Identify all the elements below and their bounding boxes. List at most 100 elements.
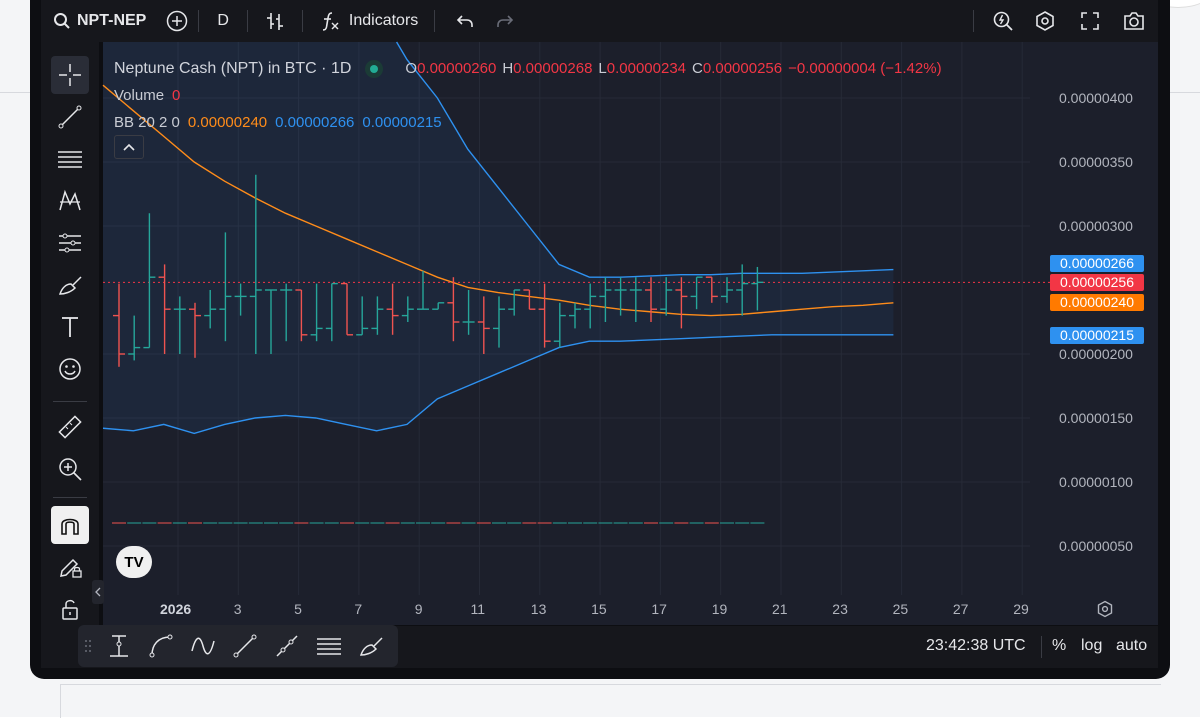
symbol-legend-row[interactable]: Neptune Cash (NPT) in BTC · 1D O 0.000002…: [114, 55, 942, 82]
axis-settings-button[interactable]: [1096, 600, 1114, 618]
lock-all-tool[interactable]: [51, 590, 89, 628]
gear-icon: [1097, 600, 1113, 618]
log-toggle[interactable]: log: [1081, 637, 1103, 654]
brush-icon: [359, 637, 383, 656]
last-price-tag: 0.00000256: [1050, 274, 1144, 291]
brush-tool-bottom[interactable]: [350, 625, 392, 667]
interval-label: D: [217, 12, 229, 29]
grip-icon: [85, 640, 91, 652]
bar-chart-icon: [266, 13, 283, 30]
ruler-icon: [58, 415, 82, 439]
bb-label: BB 20 2 0: [114, 114, 180, 131]
toolbar-divider: [198, 10, 200, 32]
brush-icon: [58, 276, 82, 295]
symbol-search[interactable]: NPT-NEP: [41, 0, 146, 42]
crosshair-tool[interactable]: [51, 56, 89, 94]
price-tick-label: 0.00000350: [1059, 154, 1133, 170]
crosshair-icon: [59, 64, 81, 86]
volume-legend-row[interactable]: Volume 0: [114, 82, 942, 109]
bb-lower-value: 0.00000215: [362, 114, 442, 131]
auto-toggle[interactable]: auto: [1116, 637, 1148, 654]
drag-handle[interactable]: [78, 625, 98, 667]
bb-legend-row[interactable]: BB 20 2 0 0.00000240 0.00000266 0.000002…: [114, 109, 942, 136]
compare-button[interactable]: [166, 0, 188, 42]
chart-legend: Neptune Cash (NPT) in BTC · 1D O 0.000002…: [114, 55, 942, 136]
top-toolbar: NPT-NEP D Indicators: [41, 0, 1158, 42]
time-tick-label: 5: [294, 601, 302, 617]
trend-line-tool[interactable]: [51, 98, 89, 136]
pattern-icon: [59, 189, 81, 211]
emoji-tool[interactable]: [51, 350, 89, 388]
price-tick-label: 0.00000150: [1059, 410, 1133, 426]
text-tool[interactable]: [51, 308, 89, 346]
sine-tool[interactable]: [182, 625, 224, 667]
smiley-icon: [59, 358, 81, 380]
fib-retracement-icon: [58, 151, 82, 168]
brush-tool[interactable]: [51, 266, 89, 304]
price-range-tool[interactable]: [98, 625, 140, 667]
undo-button[interactable]: [445, 0, 485, 42]
time-tick-label: 23: [832, 601, 848, 617]
open-label: O: [405, 60, 418, 77]
close-label: C: [692, 60, 703, 77]
add-circle-icon: [167, 10, 188, 32]
bb-upper-price-tag: 0.00000266: [1050, 255, 1144, 272]
tradingview-logo[interactable]: TV: [116, 546, 152, 578]
bb-upper-value: 0.00000266: [275, 114, 355, 131]
line-tool[interactable]: [224, 625, 266, 667]
time-tick-label: 2026: [160, 601, 192, 617]
toolbar-divider: [301, 10, 303, 32]
time-tick-label: 9: [414, 601, 423, 617]
quick-search-button[interactable]: [984, 0, 1022, 42]
price-tick-label: 0.00000050: [1059, 538, 1133, 554]
toolbar-collapse-button[interactable]: [92, 580, 104, 604]
chart-type-button[interactable]: [258, 0, 292, 42]
legend-collapse-button[interactable]: [114, 135, 144, 159]
high-label: H: [502, 60, 514, 77]
curve-tool[interactable]: [140, 625, 182, 667]
high-value: 0.00000268: [513, 60, 593, 77]
magnet-icon: [61, 518, 79, 535]
bb-basis-value: 0.00000240: [187, 114, 268, 131]
redo-button[interactable]: [485, 0, 525, 42]
settings-button[interactable]: [1022, 0, 1068, 42]
toolbar-divider: [53, 497, 87, 498]
percent-toggle[interactable]: %: [1052, 637, 1067, 654]
measure-tool[interactable]: [51, 408, 89, 446]
lock-drawing-tool[interactable]: [51, 548, 89, 586]
toolbar-divider: [53, 401, 87, 402]
change-value: −0.00000004 (−1.42%): [788, 60, 942, 77]
function-icon: [322, 12, 339, 31]
indicators-button[interactable]: Indicators: [313, 0, 424, 42]
time-tick-label: 21: [772, 601, 788, 617]
zoom-tool[interactable]: [51, 450, 89, 488]
time-tick-label: 29: [1013, 601, 1029, 617]
toolbar-divider: [246, 10, 248, 32]
low-value: 0.00000234: [606, 60, 687, 77]
price-tick-label: 0.00000100: [1059, 474, 1133, 490]
fib-tool-bottom[interactable]: [308, 625, 350, 667]
forecast-tool[interactable]: [51, 224, 89, 262]
pattern-tool[interactable]: [51, 182, 89, 220]
screenshot-button[interactable]: [1112, 0, 1158, 42]
bb-lower-price-tag: 0.00000215: [1050, 327, 1144, 344]
series-title[interactable]: Neptune Cash (NPT) in BTC · 1D: [114, 59, 352, 77]
interval-button[interactable]: D: [209, 0, 237, 42]
toolbar-divider: [434, 10, 436, 32]
trend-line-icon: [233, 634, 257, 658]
symbol-label: NPT-NEP: [77, 12, 147, 29]
drawing-toolbar: [41, 42, 99, 668]
text-icon: [62, 317, 78, 337]
bb-basis-price-tag: 0.00000240: [1050, 294, 1144, 311]
toolbar-divider: [973, 10, 974, 32]
magnet-tool[interactable]: [51, 506, 89, 544]
price-tick-label: 0.00000300: [1059, 218, 1133, 234]
price-tick-label: 0.00000200: [1059, 346, 1133, 362]
clock[interactable]: 23:42:38 UTC: [926, 637, 1026, 654]
fib-tool[interactable]: [51, 140, 89, 178]
fullscreen-button[interactable]: [1068, 0, 1112, 42]
ray-tool[interactable]: [266, 625, 308, 667]
undo-icon: [457, 15, 474, 27]
page-footer-line: [60, 684, 1161, 718]
unlock-icon: [62, 599, 78, 620]
